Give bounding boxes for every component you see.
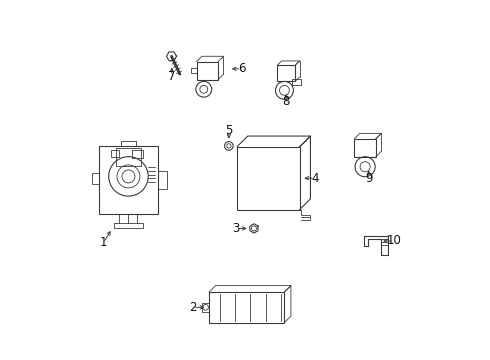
Bar [196,62,218,80]
Text: 2: 2 [189,301,197,314]
Text: 9: 9 [365,172,372,185]
Text: 3: 3 [232,222,240,235]
Bar [202,303,209,312]
Bar [99,146,158,214]
Text: 4: 4 [311,172,318,185]
Text: 1: 1 [99,236,107,249]
Bar [132,149,143,158]
Bar [237,147,300,210]
Bar [116,148,141,166]
Bar [92,173,99,184]
Bar [292,78,300,85]
Bar [111,150,120,157]
Bar [354,139,376,157]
Bar [158,171,167,189]
Text: 6: 6 [238,62,245,75]
Text: 8: 8 [283,95,290,108]
Bar [114,223,143,228]
Text: 7: 7 [168,69,175,82]
Bar [191,68,196,73]
Bar [277,65,295,81]
Text: 10: 10 [387,234,401,247]
Bar [209,292,285,323]
Text: 5: 5 [225,124,233,137]
